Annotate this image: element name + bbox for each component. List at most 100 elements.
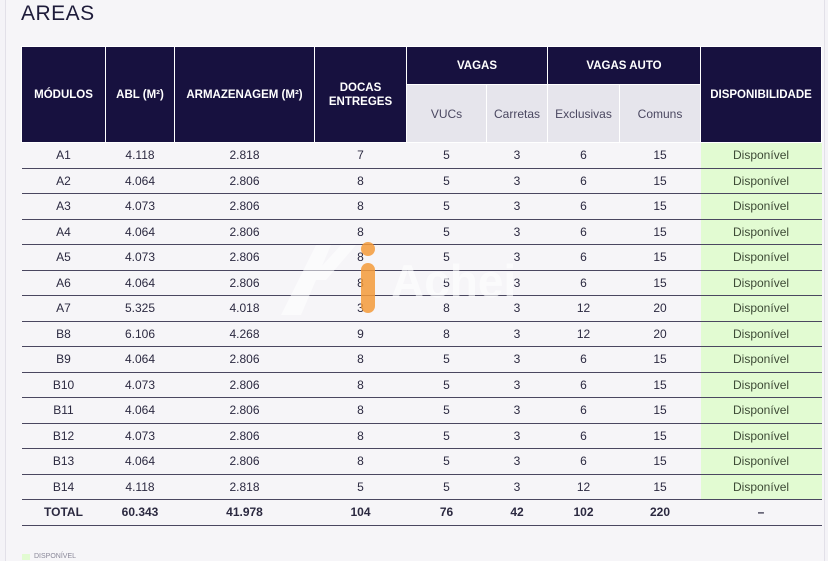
cell-carretas: 3 [486, 193, 548, 220]
cell-vucs: 5 [406, 142, 487, 169]
cell-armazenagem: 4.018 [174, 295, 315, 322]
cell-exclusivas: 6 [547, 372, 620, 398]
cell-vucs: 5 [406, 270, 487, 296]
table-row: A3 4.073 2.806 8 5 3 6 15 Disponível [21, 193, 822, 220]
cell-armazenagem: 2.806 [174, 193, 315, 220]
cell-armazenagem: 2.806 [174, 244, 315, 271]
cell-carretas: 3 [486, 346, 548, 373]
cell-comuns: 15 [619, 270, 701, 296]
table-row: A6 4.064 2.806 8 5 3 6 15 Disponível [21, 270, 822, 296]
cell-abl: 4.073 [105, 193, 175, 220]
cell-exclusivas: 6 [547, 219, 620, 245]
cell-comuns: 15 [619, 448, 701, 475]
header-carretas: Carretas [485, 84, 549, 143]
cell-armazenagem: 2.806 [174, 346, 315, 373]
cell-comuns: 15 [619, 244, 701, 271]
cell-docas: 8 [314, 193, 407, 220]
cell-abl: 4.064 [105, 168, 175, 194]
total-exclusivas: 102 [547, 499, 620, 526]
total-row: TOTAL 60.343 41.978 104 76 42 102 220– [21, 499, 822, 526]
cell-vucs: 5 [406, 474, 487, 500]
cell-modulo: A3 [21, 193, 106, 220]
cell-disponibilidade: Disponível [700, 142, 822, 169]
cell-abl: 6.106 [105, 321, 175, 347]
cell-carretas: 3 [486, 372, 548, 398]
cell-carretas: 3 [486, 474, 548, 500]
cell-carretas: 3 [486, 423, 548, 449]
table-body: A1 4.118 2.818 7 5 3 6 15 Disponível A2 4.064 2.806… [21, 142, 822, 526]
cell-vucs: 5 [406, 397, 487, 424]
document-page: AREAS MÓDULOS ABL (M²) ARMAZENAGEM (M²) … [5, 0, 825, 561]
header-modulos: MÓDULOS [21, 46, 106, 143]
cell-docas: 8 [314, 397, 407, 424]
cell-exclusivas: 6 [547, 346, 620, 373]
cell-docas: 8 [314, 448, 407, 475]
cell-docas: 9 [314, 321, 407, 347]
cell-docas: 5 [314, 474, 407, 500]
cell-docas: 3 [314, 295, 407, 322]
cell-docas: 8 [314, 372, 407, 398]
cell-vucs: 5 [406, 193, 487, 220]
cell-carretas: 3 [486, 168, 548, 194]
cell-comuns: 15 [619, 397, 701, 424]
cell-abl: 4.064 [105, 448, 175, 475]
cell-vucs: 5 [406, 168, 487, 194]
cell-modulo: A2 [21, 168, 106, 194]
areas-table: MÓDULOS ABL (M²) ARMAZENAGEM (M²) DOCAS … [21, 46, 823, 526]
cell-exclusivas: 6 [547, 448, 620, 475]
cell-comuns: 15 [619, 423, 701, 449]
cell-comuns: 15 [619, 372, 701, 398]
cell-disponibilidade: Disponível [700, 474, 822, 500]
cell-carretas: 3 [486, 448, 548, 475]
cell-docas: 8 [314, 244, 407, 271]
table-row: B13 4.064 2.806 8 5 3 6 15 Disponível [21, 448, 822, 475]
header-vucs: VUCs [406, 84, 487, 143]
cell-disponibilidade: Disponível [700, 193, 822, 220]
header-exclusivas: Exclusivas [547, 84, 621, 143]
cell-armazenagem: 2.806 [174, 270, 315, 296]
cell-carretas: 3 [486, 295, 548, 322]
cell-armazenagem: 2.806 [174, 372, 315, 398]
cell-docas: 8 [314, 346, 407, 373]
cell-exclusivas: 12 [547, 321, 620, 347]
cell-abl: 4.064 [105, 346, 175, 373]
cell-disponibilidade: Disponível [700, 168, 822, 194]
cell-abl: 4.064 [105, 270, 175, 296]
table-row: A2 4.064 2.806 8 5 3 6 15 Disponível [21, 168, 822, 194]
cell-carretas: 3 [486, 219, 548, 245]
header-armazenagem: ARMAZENAGEM (M²) [174, 46, 315, 143]
cell-docas: 8 [314, 423, 407, 449]
cell-disponibilidade: Disponível [700, 448, 822, 475]
table-row: B8 6.106 4.268 9 8 3 12 20 Disponível [21, 321, 822, 347]
cell-carretas: 3 [486, 397, 548, 424]
cell-comuns: 20 [619, 295, 701, 322]
cell-modulo: B9 [21, 346, 106, 373]
cell-armazenagem: 2.806 [174, 397, 315, 424]
total-disponibilidade: – [700, 499, 822, 526]
cell-modulo: B8 [21, 321, 106, 347]
total-modulo: TOTAL [21, 499, 106, 526]
cell-disponibilidade: Disponível [700, 270, 822, 296]
cell-armazenagem: 2.806 [174, 168, 315, 194]
cell-disponibilidade: Disponível [700, 346, 822, 373]
header-disponibilidade: DISPONIBILIDADE [700, 46, 823, 143]
cell-carretas: 3 [486, 321, 548, 347]
cell-exclusivas: 6 [547, 270, 620, 296]
cell-comuns: 15 [619, 168, 701, 194]
legend: DISPONÍVEL [22, 553, 76, 560]
table-row: A4 4.064 2.806 8 5 3 6 15 Disponível [21, 219, 822, 245]
cell-comuns: 15 [619, 474, 701, 500]
cell-exclusivas: 12 [547, 295, 620, 322]
cell-comuns: 15 [619, 142, 701, 169]
cell-vucs: 8 [406, 321, 487, 347]
cell-modulo: A7 [21, 295, 106, 322]
cell-abl: 4.073 [105, 244, 175, 271]
cell-carretas: 3 [486, 244, 548, 271]
cell-exclusivas: 12 [547, 474, 620, 500]
cell-comuns: 15 [619, 219, 701, 245]
cell-exclusivas: 6 [547, 193, 620, 220]
header-vagas-auto: VAGAS AUTO [547, 46, 702, 85]
legend-swatch [22, 553, 30, 560]
cell-abl: 4.073 [105, 423, 175, 449]
header-vagas: VAGAS [405, 46, 549, 85]
